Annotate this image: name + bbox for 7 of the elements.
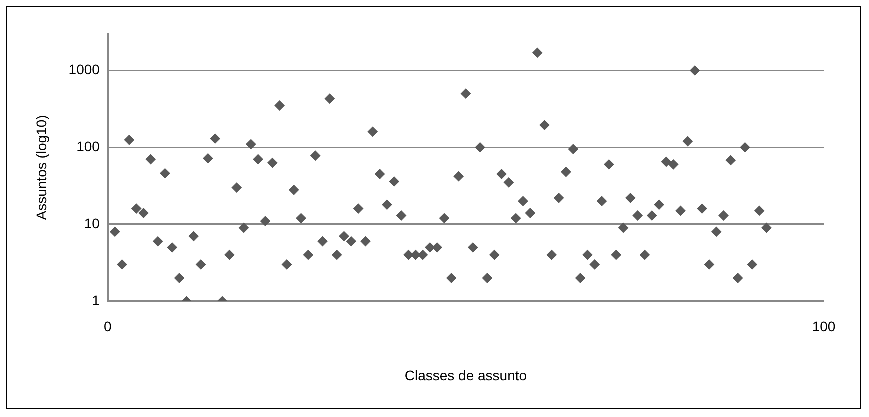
x-axis-title: Classes de assunto [404,367,528,384]
y-tick-label: 100 [76,138,100,154]
y-tick-label: 10 [84,215,100,232]
y-tick-label: 1000 [68,62,100,78]
y-axis-title: Assuntos (log10) [33,115,50,220]
x-tick-label: 0 [104,318,112,335]
y-tick-label: 1 [92,292,100,308]
